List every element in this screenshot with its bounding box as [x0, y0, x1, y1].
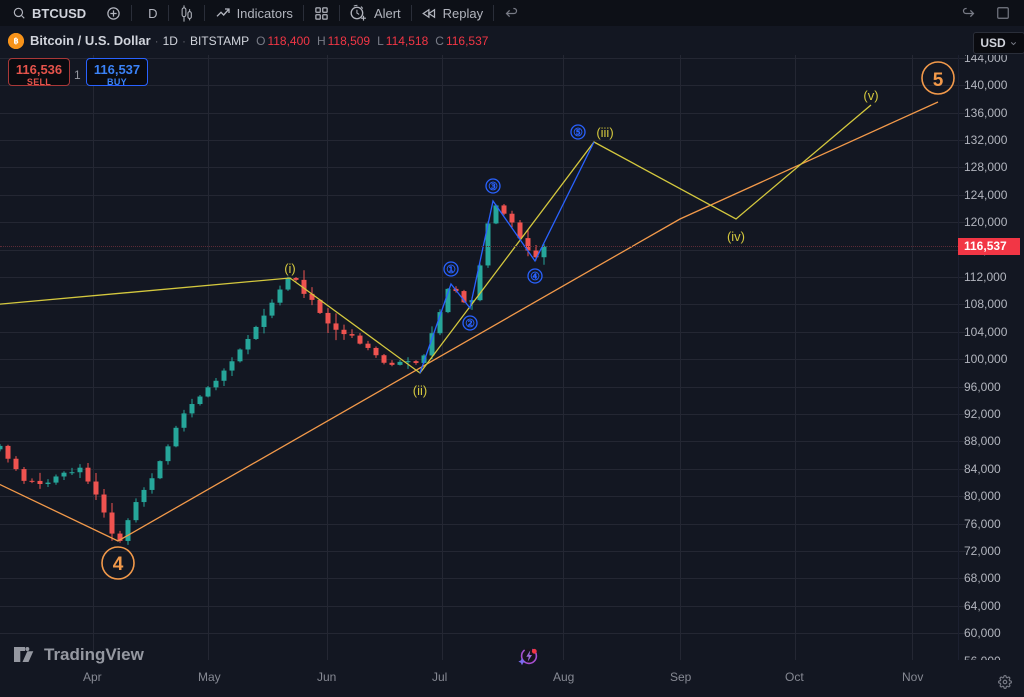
svg-text:฿: ฿	[13, 36, 18, 45]
svg-text:②: ②	[465, 318, 475, 330]
svg-text:(i): (i)	[284, 261, 296, 276]
svg-text:④: ④	[530, 271, 540, 283]
svg-text:(v): (v)	[863, 88, 878, 103]
svg-text:5: 5	[933, 70, 944, 91]
svg-text:4: 4	[113, 554, 124, 575]
svg-text:(iv): (iv)	[727, 229, 745, 244]
svg-text:③: ③	[488, 181, 498, 193]
svg-text:(ii): (ii)	[413, 383, 427, 398]
svg-text:①: ①	[446, 264, 456, 276]
svg-text:(iii): (iii)	[596, 125, 613, 140]
svg-text:⑤: ⑤	[573, 127, 583, 139]
